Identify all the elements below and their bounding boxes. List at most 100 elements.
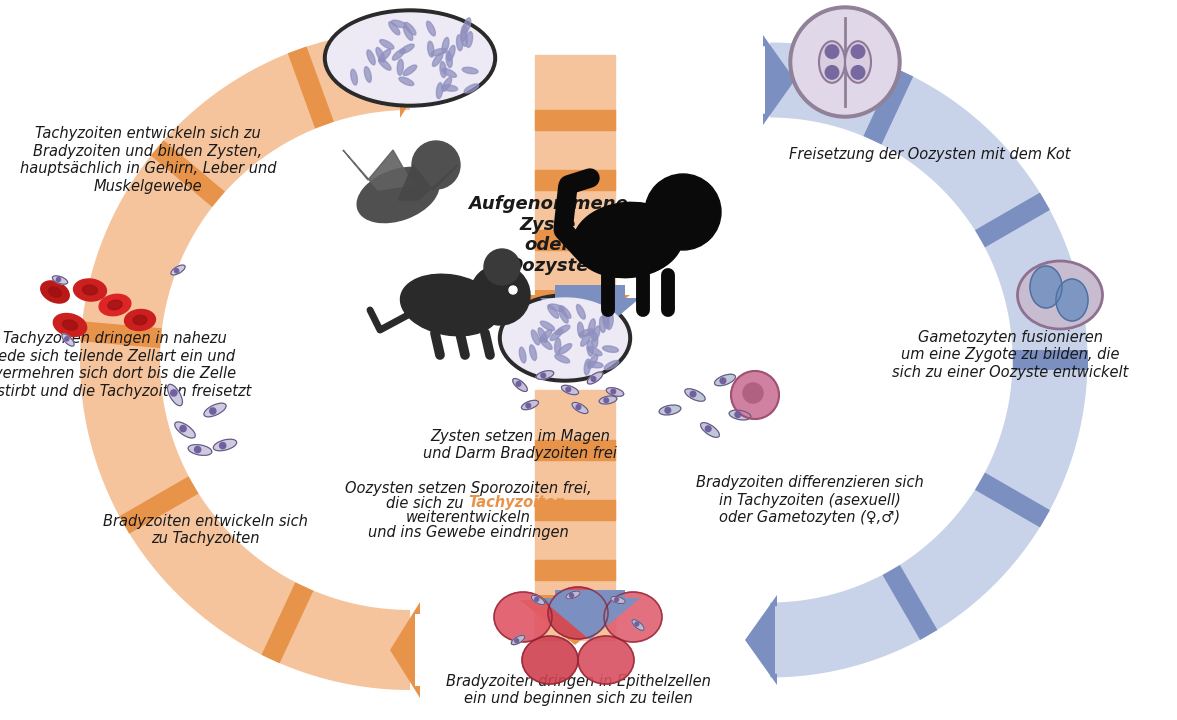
Ellipse shape: [499, 294, 632, 382]
Text: Zysten setzen im Magen
und Darm Bradyzoiten frei: Zysten setzen im Magen und Darm Bradyzoi…: [423, 429, 617, 462]
Ellipse shape: [845, 41, 871, 83]
Polygon shape: [119, 477, 199, 534]
Circle shape: [174, 269, 179, 273]
Ellipse shape: [540, 321, 554, 330]
FancyArrow shape: [540, 590, 640, 640]
Ellipse shape: [587, 347, 601, 356]
Circle shape: [180, 426, 186, 432]
Polygon shape: [883, 565, 937, 640]
Polygon shape: [536, 55, 616, 330]
Ellipse shape: [632, 620, 644, 631]
Ellipse shape: [53, 313, 87, 336]
Ellipse shape: [599, 316, 606, 333]
Circle shape: [645, 174, 722, 250]
Ellipse shape: [550, 329, 563, 341]
Circle shape: [743, 383, 763, 403]
Circle shape: [566, 387, 571, 392]
Ellipse shape: [548, 304, 564, 311]
Circle shape: [793, 10, 897, 114]
Ellipse shape: [380, 40, 394, 49]
Circle shape: [720, 378, 726, 384]
Polygon shape: [536, 440, 616, 460]
Ellipse shape: [521, 400, 539, 410]
Circle shape: [65, 337, 69, 341]
Ellipse shape: [466, 32, 473, 48]
Polygon shape: [536, 110, 616, 130]
Ellipse shape: [379, 58, 391, 70]
Ellipse shape: [99, 294, 131, 315]
Ellipse shape: [554, 354, 570, 363]
Ellipse shape: [171, 265, 185, 275]
Text: die sich zu: die sich zu: [386, 495, 468, 510]
Circle shape: [825, 45, 839, 58]
Ellipse shape: [399, 77, 414, 86]
Ellipse shape: [548, 587, 609, 639]
FancyArrow shape: [520, 595, 630, 645]
Ellipse shape: [599, 396, 617, 404]
Circle shape: [412, 141, 460, 189]
Polygon shape: [261, 582, 313, 663]
Ellipse shape: [659, 405, 680, 415]
Ellipse shape: [204, 403, 226, 417]
Circle shape: [526, 403, 531, 408]
Ellipse shape: [461, 25, 467, 41]
Ellipse shape: [125, 310, 155, 330]
Polygon shape: [770, 42, 1088, 678]
Ellipse shape: [351, 69, 358, 85]
Ellipse shape: [400, 274, 499, 336]
Ellipse shape: [463, 67, 478, 73]
Ellipse shape: [463, 18, 471, 33]
Circle shape: [194, 446, 201, 453]
Ellipse shape: [573, 202, 683, 278]
Ellipse shape: [324, 9, 497, 107]
Text: Tachyzoiten: Tachyzoiten: [468, 495, 565, 510]
FancyArrow shape: [390, 602, 420, 698]
Text: Tachyzoiten dringen in nahezu
jede sich teilende Zellart ein und
vermehren sich : Tachyzoiten dringen in nahezu jede sich …: [0, 331, 251, 399]
Circle shape: [534, 598, 539, 601]
Polygon shape: [536, 170, 616, 190]
Ellipse shape: [603, 312, 610, 328]
Ellipse shape: [441, 78, 452, 91]
Ellipse shape: [48, 287, 61, 297]
Ellipse shape: [405, 22, 415, 35]
Ellipse shape: [441, 85, 458, 91]
Ellipse shape: [584, 359, 591, 375]
Ellipse shape: [577, 305, 585, 319]
Text: Bradyzoiten differenzieren sich
in Tachyzoiten (asexuell)
oder Gametozyten (♀,♂): Bradyzoiten differenzieren sich in Tachy…: [696, 475, 924, 525]
Circle shape: [611, 390, 616, 394]
Circle shape: [484, 249, 520, 285]
Text: Bradyzoiten dringen in Epithelzellen
ein und beginnen sich zu teilen: Bradyzoiten dringen in Epithelzellen ein…: [446, 674, 711, 706]
Ellipse shape: [464, 84, 479, 93]
Text: Gametozyten fusionieren
um eine Zygote zu bilden, die
sich zu einer Oozyste entw: Gametozyten fusionieren um eine Zygote z…: [892, 330, 1129, 380]
Ellipse shape: [604, 592, 661, 642]
Ellipse shape: [446, 52, 452, 68]
Ellipse shape: [443, 37, 448, 53]
Ellipse shape: [587, 372, 603, 384]
Ellipse shape: [367, 50, 375, 65]
Ellipse shape: [400, 44, 414, 53]
Ellipse shape: [447, 45, 455, 60]
Ellipse shape: [357, 167, 439, 222]
Ellipse shape: [461, 30, 467, 46]
Polygon shape: [536, 500, 616, 520]
Ellipse shape: [578, 322, 584, 338]
Polygon shape: [864, 68, 913, 145]
Ellipse shape: [604, 361, 619, 369]
Ellipse shape: [431, 48, 446, 55]
Text: Bradyzoiten entwickeln sich
zu Tachyzoiten: Bradyzoiten entwickeln sich zu Tachyzoit…: [102, 514, 307, 546]
Ellipse shape: [365, 67, 371, 82]
Ellipse shape: [607, 314, 613, 330]
Ellipse shape: [530, 345, 537, 361]
Ellipse shape: [714, 374, 736, 386]
Circle shape: [665, 408, 671, 413]
Ellipse shape: [404, 65, 417, 76]
Ellipse shape: [559, 306, 571, 318]
Ellipse shape: [685, 389, 705, 401]
Ellipse shape: [556, 325, 570, 335]
Ellipse shape: [587, 361, 603, 368]
Polygon shape: [975, 472, 1050, 528]
Ellipse shape: [531, 595, 545, 605]
Circle shape: [171, 390, 177, 396]
Text: und ins Gewebe eindringen: und ins Gewebe eindringen: [367, 526, 568, 541]
FancyArrow shape: [763, 35, 794, 125]
